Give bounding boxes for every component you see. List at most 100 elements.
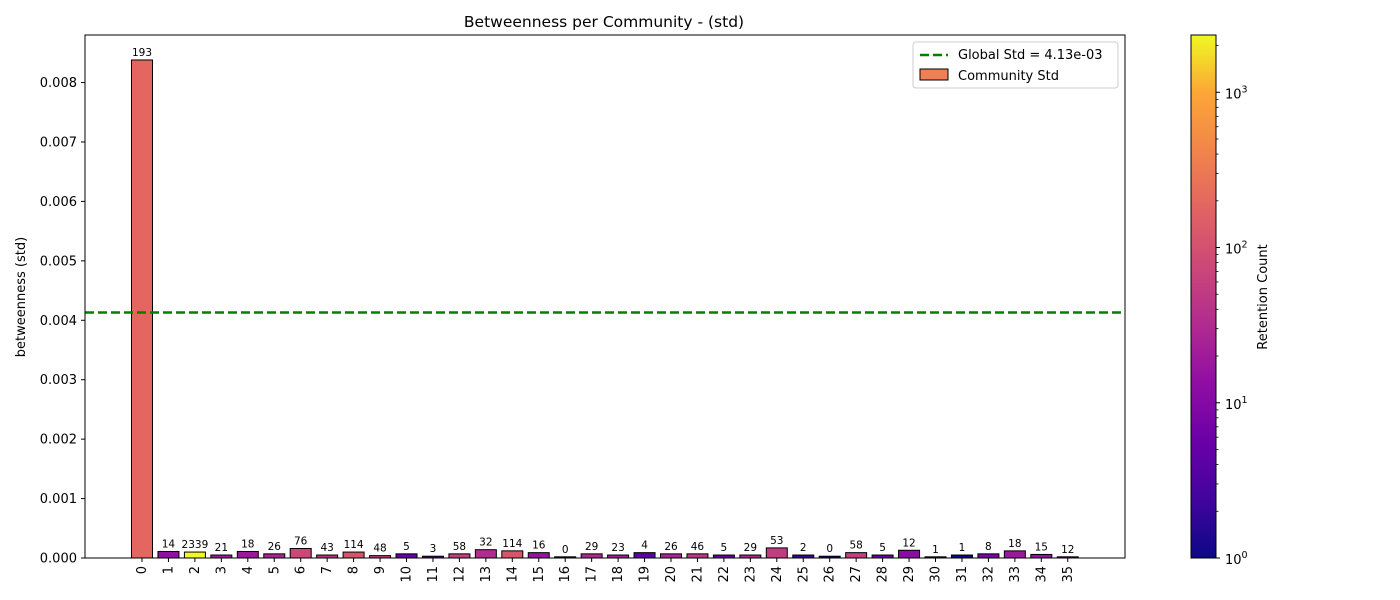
bar-label-4: 18 [241,538,254,550]
bar-label-17: 29 [585,541,598,553]
bar-17 [580,553,603,559]
bar-label-6: 76 [294,535,308,547]
bar-21 [686,553,709,559]
bar-label-13: 32 [479,537,492,549]
bar-label-23: 29 [744,542,757,554]
bar-1 [157,550,180,559]
y-tick-label: 0.005 [40,254,77,269]
bar-label-33: 18 [1008,538,1021,550]
bar-2 [183,551,206,559]
x-tick-label-22: 22 [717,566,732,583]
bar-label-5: 26 [268,541,282,553]
bar-29 [898,549,921,559]
plot-frame [84,34,1126,559]
bar-label-32: 8 [985,541,992,553]
x-tick-label-7: 7 [320,566,335,574]
x-tick-label-4: 4 [241,566,256,574]
x-tick-label-2: 2 [188,566,203,574]
bar-label-34: 15 [1035,541,1048,553]
bar-20 [660,553,682,559]
y-tick-label: 0.002 [40,433,77,448]
y-tick-label: 0.001 [40,492,77,507]
colorbar-ticks-group: 100 101 102 103 [1216,45,1248,568]
bar-0 [131,59,153,559]
x-tick-label-26: 26 [823,566,838,583]
x-tick-label-27: 27 [849,566,864,583]
bar-label-22: 5 [721,542,728,554]
y-tick-label: 0.007 [40,135,77,150]
x-tick-label-25: 25 [796,566,811,583]
bar-label-28: 5 [879,542,886,554]
x-tick-label-29: 29 [902,566,917,583]
bar-label-26: 0 [826,543,833,555]
colorbar-tick-label: 101 [1225,395,1248,413]
bar-label-21: 46 [691,541,705,553]
x-tick-label-20: 20 [664,566,679,583]
bar-label-14: 114 [502,538,522,550]
bar-label-0: 193 [132,47,152,59]
bar-24 [765,547,788,559]
bar-label-25: 2 [800,542,807,554]
x-tick-label-21: 21 [690,566,705,583]
x-tick-label-34: 34 [1034,566,1049,583]
bar-label-7: 43 [320,542,333,554]
y-tick-label: 0.008 [40,76,77,91]
chart-title: Betweenness per Community - (std) [464,13,744,31]
bar-label-11: 3 [430,543,437,555]
x-tick-label-19: 19 [638,566,653,583]
bar-label-24: 53 [770,535,783,547]
x-tick-label-13: 13 [479,566,494,583]
bar-33 [1003,550,1026,559]
y-tick-label: 0.006 [40,195,77,210]
bar-19 [633,552,656,559]
x-tick-label-8: 8 [347,566,362,574]
bar-32 [977,553,1000,559]
x-tick-label-18: 18 [611,566,626,583]
x-tick-label-0: 0 [135,566,150,574]
bar-label-8: 114 [344,539,364,551]
colorbar-tick-label: 100 [1225,550,1248,568]
bar-label-29: 12 [902,537,915,549]
bar-34 [1030,553,1053,559]
x-tick-label-35: 35 [1061,566,1076,583]
x-tick-label-23: 23 [743,566,758,583]
legend-box [912,41,1119,89]
x-tick-label-10: 10 [400,566,415,583]
x-tick-label-16: 16 [558,566,573,583]
x-tick-label-24: 24 [770,566,785,583]
x-tick-label-1: 1 [161,566,176,574]
colorbar-label: Retention Count [1256,244,1271,349]
bar-label-16: 0 [562,544,569,556]
bars-group [131,59,1079,559]
bar-label-20: 26 [664,541,678,553]
bar-label-3: 21 [215,542,228,554]
colorbar-tick-label: 103 [1225,84,1248,102]
y-axis-label: betweenness (std) [14,237,29,357]
bar-label-31: 1 [959,542,966,554]
x-tick-label-6: 6 [294,566,309,574]
x-tick-label-33: 33 [1008,566,1023,583]
bar-10 [395,553,418,559]
x-tick-label-12: 12 [452,566,467,583]
x-tick-label-14: 14 [505,566,520,583]
bar-4 [236,550,259,559]
bar-label-30: 1 [932,544,939,556]
bar-8 [342,551,365,559]
bar-13 [474,549,497,559]
legend-bar-swatch [919,68,949,81]
x-tick-label-32: 32 [981,566,996,583]
x-ticks-group: 0 1 2 3 4 5 6 7 8 9 10 11 12 13 14 15 16 17 18 19 20 21 22 23 24… [135,558,1076,583]
x-tick-label-30: 30 [929,566,944,583]
x-tick-label-17: 17 [585,566,600,583]
bar-label-18: 23 [611,542,624,554]
x-tick-label-31: 31 [955,566,970,583]
bar-label-35: 12 [1061,544,1074,556]
y-tick-label: 0.000 [40,552,77,567]
bar-label-1: 14 [162,538,176,550]
bar-label-19: 4 [641,540,648,552]
bar-label-27: 58 [849,540,862,552]
colorbar-gradient [1190,34,1217,559]
legend: Global Std = 4.13e-03 Community Std [912,41,1119,89]
